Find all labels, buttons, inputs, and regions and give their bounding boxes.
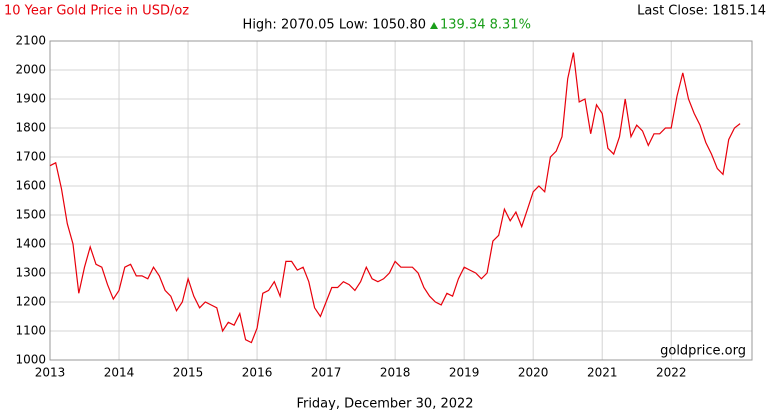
x-tick-label: 2015	[173, 366, 204, 380]
y-tick-label: 2100	[15, 34, 46, 48]
y-tick-label: 1600	[15, 179, 46, 193]
y-tick-label: 1400	[15, 237, 46, 251]
y-tick-label: 1000	[15, 353, 46, 367]
chart-title: 10 Year Gold Price in USD/oz	[4, 4, 189, 19]
y-tick-label: 2000	[15, 63, 46, 77]
y-tick-label: 1700	[15, 150, 46, 164]
x-tick-label: 2013	[35, 366, 66, 380]
x-tick-label: 2020	[518, 366, 549, 380]
y-tick-label: 1900	[15, 92, 46, 106]
y-tick-label: 1300	[15, 266, 46, 280]
plot-border	[49, 40, 753, 361]
y-tick-label: 1100	[15, 324, 46, 338]
watermark: goldprice.org	[660, 344, 746, 359]
price-line	[49, 52, 741, 344]
date: Friday, December 30, 2022	[296, 397, 473, 410]
change: 139.34 8.31%	[440, 18, 531, 33]
up-arrow	[430, 22, 438, 29]
y-tick-label: 1200	[15, 295, 46, 309]
y-tick-label: 1500	[15, 208, 46, 222]
x-tick-label: 2019	[449, 366, 480, 380]
y-tick-label: 1800	[15, 121, 46, 135]
x-tick-label: 2016	[242, 366, 273, 380]
x-tick-label: 2017	[311, 366, 342, 380]
last-close: Last Close: 1815.14	[637, 4, 766, 19]
high-low: High: 2070.05 Low: 1050.80	[243, 18, 426, 33]
x-tick-label: 2014	[104, 366, 135, 380]
x-tick-label: 2022	[656, 366, 687, 380]
x-tick-label: 2021	[587, 366, 618, 380]
x-tick-label: 2018	[380, 366, 411, 380]
